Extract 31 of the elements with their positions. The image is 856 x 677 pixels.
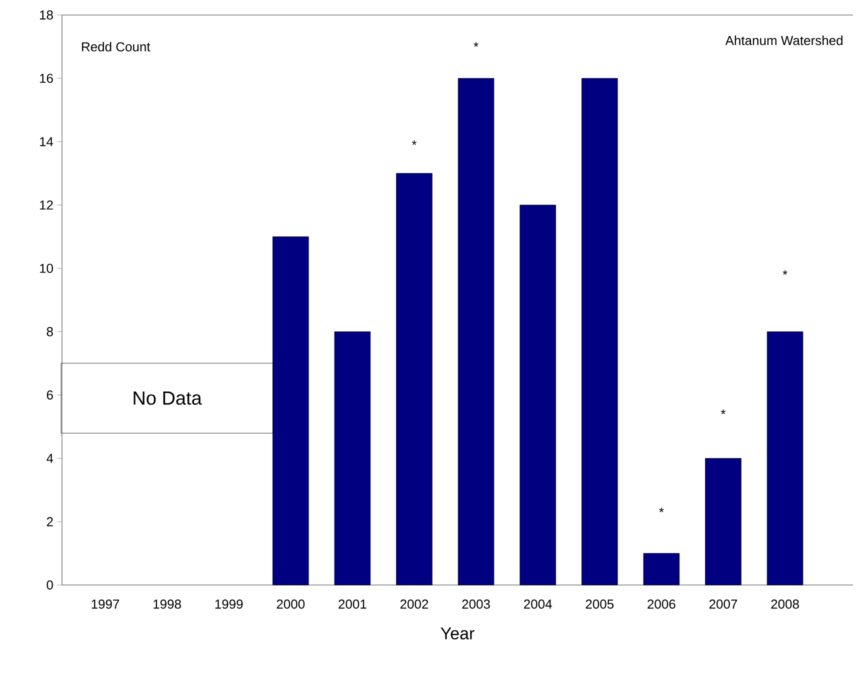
x-tick-label: 2003 [462,600,490,609]
y-tick-label: 6 [46,390,53,400]
annotation: * [474,42,478,47]
annotation: * [412,140,417,145]
annotation: No Data [134,392,202,405]
text: Ahtanum Watershed [725,36,842,46]
x-tick-label: 2008 [771,600,799,609]
x-tick-label: 2002 [400,600,428,609]
y-tick-label: 16 [40,74,53,83]
y-tick-label: 12 [40,200,53,210]
x-tick-label: 1999 [215,600,243,609]
y-tick-label: 14 [40,137,54,146]
x-tick-label: 1997 [92,600,120,609]
x-tick-label: 2004 [524,600,552,609]
x-tick-label: 2007 [709,600,738,609]
y-tick-label: 4 [46,454,54,463]
annotation: * [659,508,664,512]
y-tick-label: 2 [46,517,53,526]
annotation: * [720,410,726,414]
x-tick-label: 1998 [154,600,181,609]
annotation: * [782,270,788,275]
y-tick-label: 8 [46,327,53,336]
x-tick-label: 2005 [586,600,614,609]
x-tick-label: 2001 [338,600,366,609]
y-tick-label: 10 [40,264,53,273]
y-tick-label: 0 [46,580,53,590]
x-axis-title: Year [440,628,474,640]
y-axis-title: Redd Count [82,42,150,52]
x-tick-label: 2006 [648,600,676,609]
y-tick-label: 18 [40,10,53,20]
x-tick-label: 2000 [276,600,305,609]
